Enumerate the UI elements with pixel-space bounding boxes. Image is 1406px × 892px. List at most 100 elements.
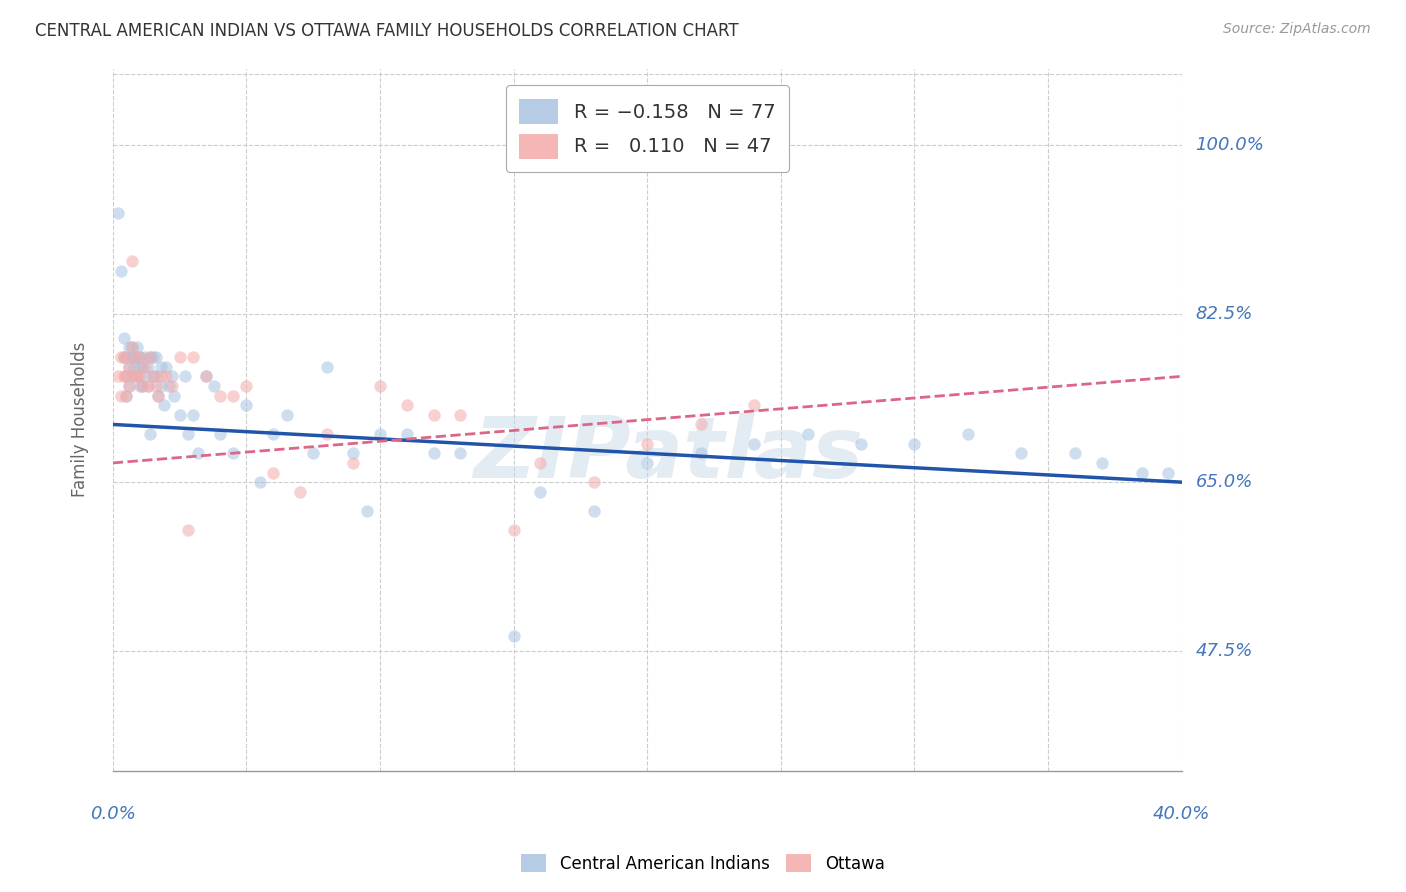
- Text: ZIPatlas: ZIPatlas: [474, 413, 863, 496]
- Point: [956, 427, 979, 442]
- Point: [1157, 466, 1180, 480]
- Point: [302, 446, 325, 460]
- Point: [128, 359, 150, 374]
- Point: [181, 350, 204, 364]
- Point: [107, 206, 129, 220]
- Point: [107, 369, 129, 384]
- Point: [131, 379, 153, 393]
- Point: [134, 359, 156, 374]
- Point: [796, 427, 818, 442]
- Point: [131, 359, 153, 374]
- Text: 82.5%: 82.5%: [1195, 305, 1253, 323]
- Point: [118, 359, 141, 374]
- Point: [122, 359, 145, 374]
- Point: [128, 350, 150, 364]
- Text: 100.0%: 100.0%: [1195, 136, 1264, 154]
- Point: [636, 436, 658, 450]
- Point: [187, 446, 209, 460]
- Text: 0.0%: 0.0%: [90, 805, 136, 823]
- Point: [176, 427, 198, 442]
- Text: 47.5%: 47.5%: [1195, 641, 1253, 659]
- Point: [742, 436, 765, 450]
- Point: [342, 446, 364, 460]
- Point: [112, 350, 135, 364]
- Point: [115, 350, 138, 364]
- Point: [121, 369, 143, 384]
- Point: [125, 350, 148, 364]
- Point: [112, 350, 135, 364]
- Point: [121, 341, 143, 355]
- Point: [502, 523, 524, 537]
- Point: [142, 369, 165, 384]
- Point: [148, 388, 170, 402]
- Point: [742, 398, 765, 412]
- Point: [222, 388, 245, 402]
- Legend: Central American Indians, Ottawa: Central American Indians, Ottawa: [515, 847, 891, 880]
- Point: [136, 359, 159, 374]
- Point: [315, 359, 337, 374]
- Point: [176, 523, 198, 537]
- Point: [262, 466, 284, 480]
- Point: [849, 436, 872, 450]
- Point: [121, 341, 143, 355]
- Point: [145, 369, 167, 384]
- Point: [1130, 466, 1153, 480]
- Legend: R = −0.158   N = 77, R =   0.110   N = 47: R = −0.158 N = 77, R = 0.110 N = 47: [506, 86, 789, 172]
- Point: [155, 359, 177, 374]
- Point: [689, 446, 711, 460]
- Point: [315, 427, 337, 442]
- Point: [208, 388, 231, 402]
- Text: 40.0%: 40.0%: [1153, 805, 1211, 823]
- Point: [288, 484, 311, 499]
- Point: [125, 369, 148, 384]
- Point: [903, 436, 925, 450]
- Point: [262, 427, 284, 442]
- Point: [149, 359, 172, 374]
- Point: [368, 379, 391, 393]
- Point: [276, 408, 298, 422]
- Point: [160, 369, 183, 384]
- Point: [115, 369, 138, 384]
- Point: [155, 369, 177, 384]
- Text: 65.0%: 65.0%: [1195, 473, 1253, 491]
- Point: [174, 369, 197, 384]
- Point: [122, 350, 145, 364]
- Point: [121, 350, 143, 364]
- Point: [131, 379, 153, 393]
- Point: [142, 369, 165, 384]
- Text: Source: ZipAtlas.com: Source: ZipAtlas.com: [1223, 22, 1371, 37]
- Point: [395, 427, 418, 442]
- Point: [582, 504, 605, 518]
- Point: [142, 350, 165, 364]
- Point: [128, 369, 150, 384]
- Point: [115, 388, 138, 402]
- Point: [235, 379, 257, 393]
- Point: [636, 456, 658, 470]
- Point: [529, 484, 551, 499]
- Point: [118, 359, 141, 374]
- Point: [689, 417, 711, 432]
- Point: [110, 388, 132, 402]
- Point: [163, 388, 186, 402]
- Point: [422, 446, 444, 460]
- Point: [139, 427, 162, 442]
- Point: [136, 379, 159, 393]
- Point: [115, 388, 138, 402]
- Point: [139, 350, 162, 364]
- Point: [145, 379, 167, 393]
- Point: [422, 408, 444, 422]
- Point: [125, 341, 148, 355]
- Point: [125, 369, 148, 384]
- Point: [122, 369, 145, 384]
- Point: [208, 427, 231, 442]
- Point: [502, 629, 524, 643]
- Point: [195, 369, 218, 384]
- Point: [169, 408, 191, 422]
- Point: [149, 369, 172, 384]
- Point: [118, 379, 141, 393]
- Point: [449, 446, 471, 460]
- Point: [356, 504, 378, 518]
- Point: [449, 408, 471, 422]
- Point: [529, 456, 551, 470]
- Point: [160, 379, 183, 393]
